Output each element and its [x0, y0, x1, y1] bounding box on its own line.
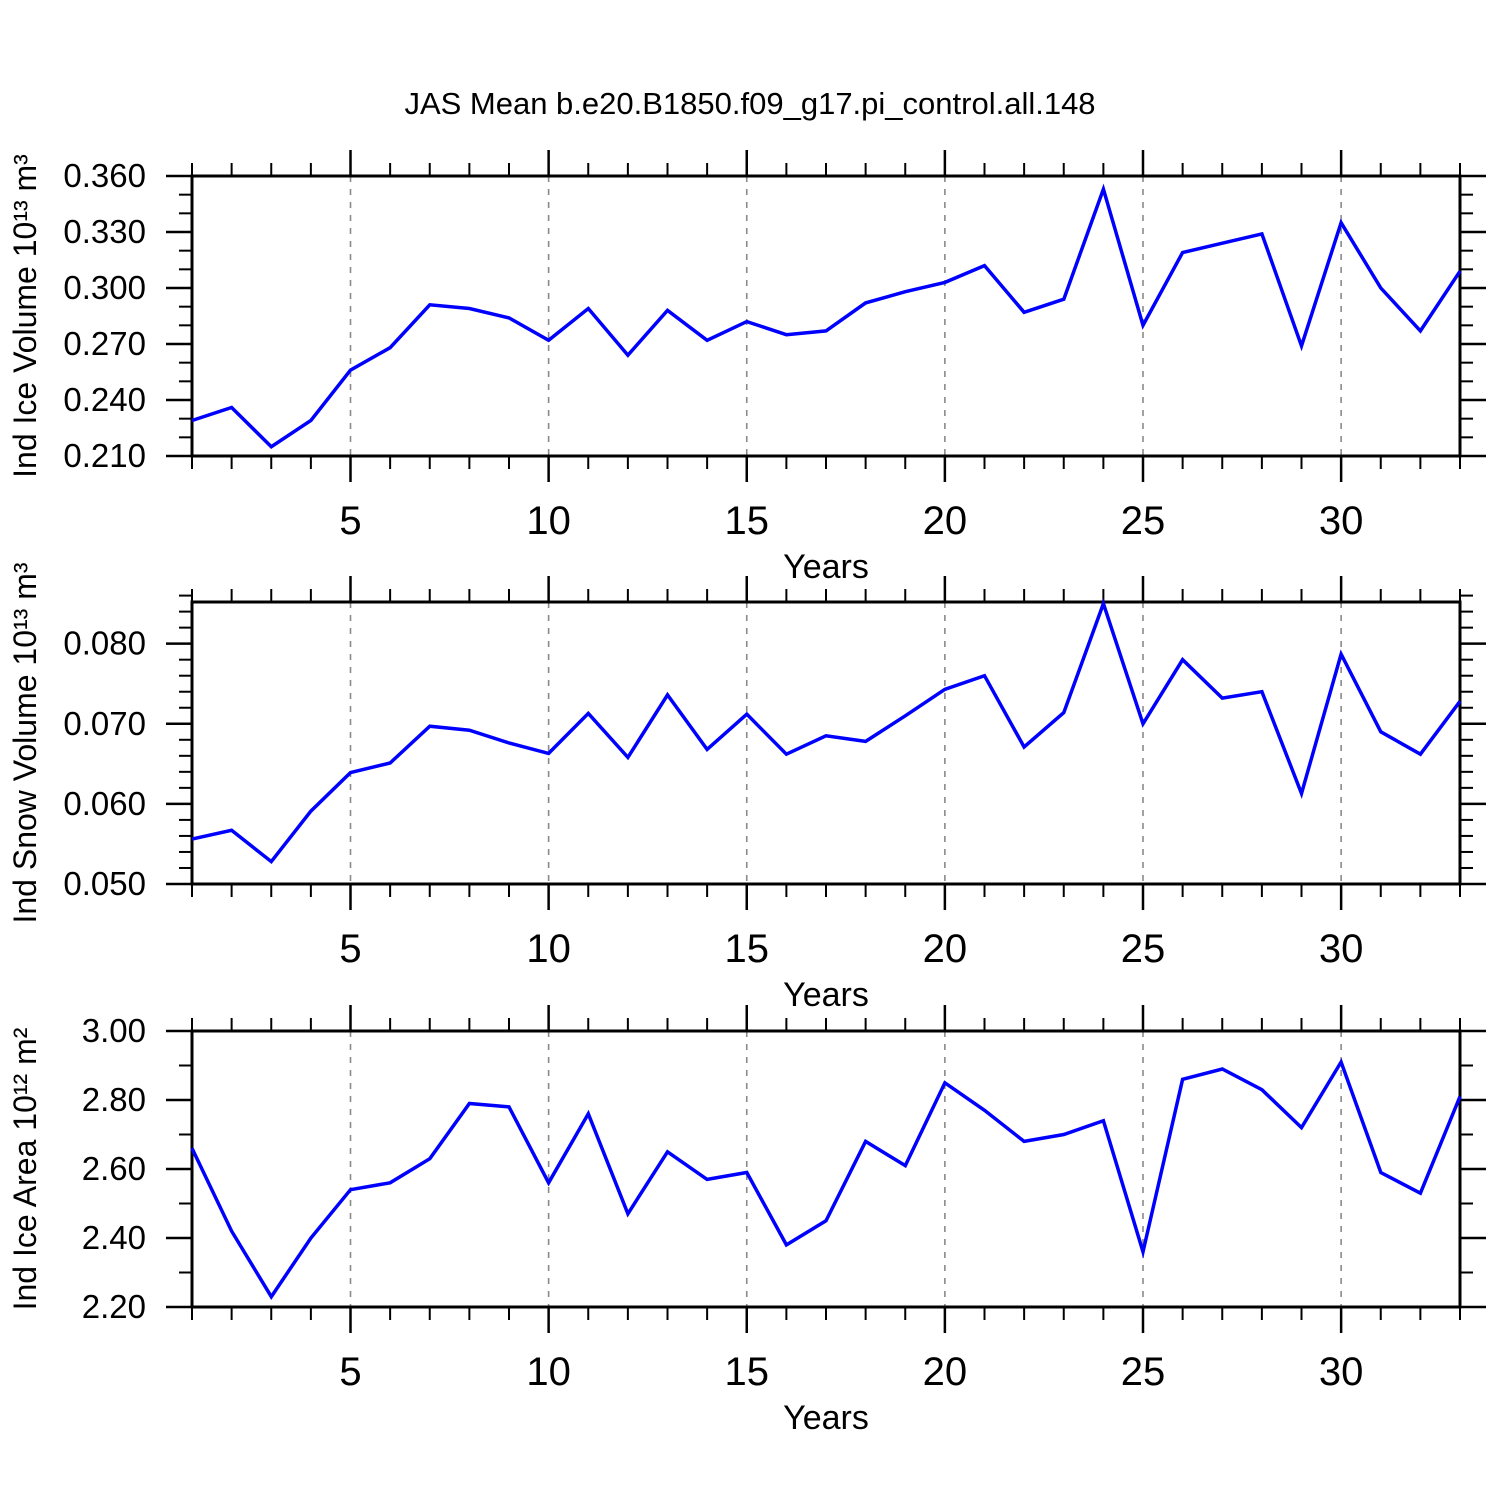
x-tick-label: 10	[526, 927, 571, 971]
data-line	[191, 183, 1462, 449]
y-tick-label: 2.20	[82, 1288, 146, 1325]
x-tick-label: 10	[526, 1350, 571, 1394]
plot-frame	[190, 174, 1462, 458]
y-tick-label: 0.050	[63, 865, 146, 902]
x-tick-label: 15	[725, 927, 770, 971]
page-title: JAS Mean b.e20.B1850.f09_g17.pi_control.…	[404, 86, 1096, 121]
x-tick-label: 25	[1121, 927, 1166, 971]
y-tick-label: 0.270	[63, 325, 146, 362]
x-axis-title: Years	[783, 548, 869, 586]
data-line	[191, 598, 1462, 865]
x-tick-label: 15	[725, 1350, 770, 1394]
x-tick-label: 25	[1121, 1350, 1166, 1394]
y-tick-label: 0.330	[63, 213, 146, 250]
x-tick-label: 10	[526, 499, 571, 543]
x-tick-label: 30	[1319, 499, 1364, 543]
x-tick-label: 25	[1121, 499, 1166, 543]
x-tick-label: 5	[339, 499, 361, 543]
y-axis-title: Ind Ice Area 10¹² m²	[7, 1027, 43, 1310]
plot-frame	[190, 600, 1462, 886]
data-line	[190, 1057, 1462, 1300]
chart-panel-1: 0.210 0.240 0.270 0.300 0.330 0.360 5 10 15 20 25 3…	[7, 150, 1486, 586]
y-tick-label: 0.070	[63, 705, 146, 742]
x-tick-label: 5	[339, 927, 361, 971]
y-axis-title: Ind Ice Volume 10¹³ m³	[7, 154, 43, 478]
y-tick-label: 0.060	[63, 785, 146, 822]
x-tick-label: 30	[1319, 1350, 1364, 1394]
y-tick-label: 0.360	[63, 157, 146, 194]
chart-panel-3: 2.20 2.40 2.60 2.80 3.00 5 10 15 20 25 30 Years Ind …	[7, 1005, 1486, 1437]
y-tick-label: 0.300	[63, 269, 146, 306]
x-tick-label: 5	[339, 1350, 361, 1394]
plot-frame	[190, 1029, 1462, 1309]
x-tick-label: 15	[725, 499, 770, 543]
y-tick-label: 2.40	[82, 1219, 146, 1256]
y-tick-label: 0.210	[63, 437, 146, 474]
x-tick-label: 30	[1319, 927, 1364, 971]
y-tick-label: 0.080	[63, 625, 146, 662]
x-tick-label: 20	[923, 499, 968, 543]
x-tick-label: 20	[923, 927, 968, 971]
y-tick-label: 2.60	[82, 1150, 146, 1187]
x-tick-label: 20	[923, 1350, 968, 1394]
y-tick-label: 0.240	[63, 381, 146, 418]
y-axis-title: Ind Snow Volume 10¹³ m³	[7, 562, 43, 923]
x-axis-title: Years	[783, 976, 869, 1014]
y-tick-label: 3.00	[82, 1012, 146, 1049]
y-tick-label: 2.80	[82, 1081, 146, 1118]
chart-panel-2: 0.050 0.060 0.070 0.080 5 10 15 20 25 30 Years Ind …	[7, 562, 1486, 1014]
x-axis-title: Years	[783, 1399, 869, 1437]
